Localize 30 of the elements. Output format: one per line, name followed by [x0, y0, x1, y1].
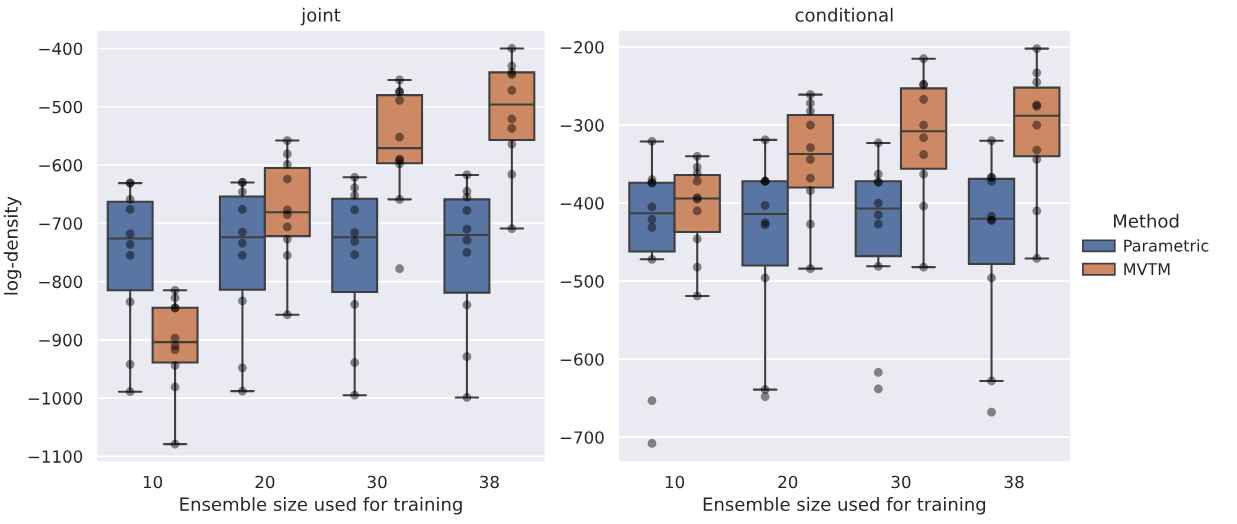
x-tick-label: 20	[778, 475, 798, 489]
y-tick-label: −700	[560, 431, 604, 444]
x-tick-label: 10	[143, 475, 163, 489]
y-tick-label: −900	[39, 333, 83, 347]
x-tick-label: 38	[480, 475, 499, 489]
x-tick-label: 30	[367, 475, 387, 489]
x-tick-label: 30	[891, 475, 911, 489]
legend-title: Method	[1113, 213, 1179, 228]
y-tick-label: −800	[39, 275, 83, 289]
legend-label: MVTM	[1124, 263, 1170, 275]
x-axis-title: Ensemble size used for training	[180, 497, 462, 515]
y-tick-label: −500	[39, 100, 83, 114]
y-tick-label: −300	[560, 119, 604, 132]
y-tick-label: −500	[560, 275, 604, 288]
chart-title: joint	[300, 7, 341, 26]
x-tick-label: 20	[255, 475, 275, 489]
x-tick-label: 10	[665, 475, 685, 489]
y-tick-label: −200	[560, 41, 604, 54]
y-tick-label: −700	[39, 217, 83, 230]
y-tick-label: −400	[39, 42, 83, 56]
x-tick-label: 38	[1004, 475, 1024, 489]
y-tick-label: −600	[560, 353, 604, 366]
y-tick-label: −600	[39, 159, 83, 172]
y-tick-label: −1100	[28, 450, 83, 463]
chart-title: conditional	[795, 7, 893, 22]
legend-label: Parametric	[1124, 239, 1209, 252]
y-tick-label: −400	[560, 197, 604, 210]
y-tick-label: −1000	[28, 392, 83, 405]
y-axis-title: log-density	[3, 196, 22, 295]
x-axis-title: Ensemble size used for training	[703, 497, 986, 515]
